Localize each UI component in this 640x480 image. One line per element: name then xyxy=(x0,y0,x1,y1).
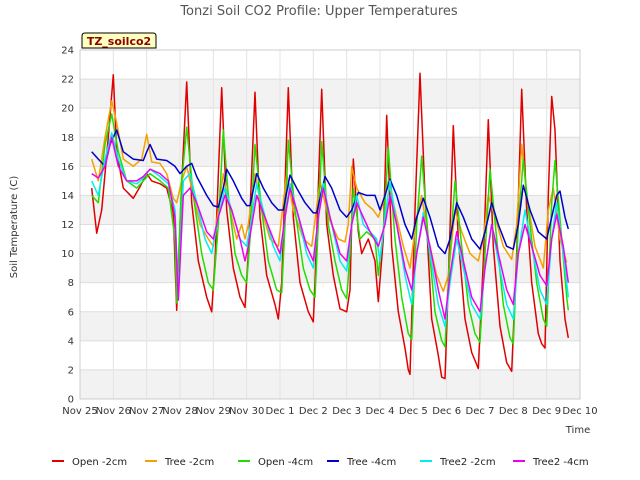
x-tick-label: Dec 2 xyxy=(299,406,328,417)
y-tick-label: 18 xyxy=(61,133,74,144)
y-tick-label: 20 xyxy=(61,104,74,115)
x-tick-label: Dec 10 xyxy=(562,406,597,417)
y-tick-label: 14 xyxy=(61,191,74,202)
x-tick-label: Dec 9 xyxy=(532,406,561,417)
legend-label: Open -2cm xyxy=(72,457,127,468)
plot-band xyxy=(80,311,580,341)
y-axis-label: Soil Temperature (C) xyxy=(9,176,20,279)
plot-frame xyxy=(79,49,581,400)
badge-box xyxy=(81,32,157,49)
legend-item: Tree2 -4cm xyxy=(513,457,589,468)
y-tick-label: 0 xyxy=(68,395,74,406)
site-badge: TZ_soilco2 xyxy=(81,32,157,49)
legend: Open -2cm Tree -2cm Open -4cm Tree -4cm Tree… xyxy=(52,457,589,468)
x-tick-label: Dec 5 xyxy=(399,406,428,417)
y-tick-label: 4 xyxy=(68,336,74,347)
x-axis-label: Time xyxy=(565,425,590,436)
plot-band xyxy=(80,369,580,399)
chart-title: Tonzi Soil CO2 Profile: Upper Temperatur… xyxy=(179,4,458,19)
x-tick-label: Dec 7 xyxy=(466,406,495,417)
legend-item: Open -2cm xyxy=(52,457,127,468)
legend-item: Tree -4cm xyxy=(327,457,396,468)
series-lines xyxy=(90,72,570,380)
legend-item: Tree -2cm xyxy=(145,457,214,468)
x-tick-label: Dec 6 xyxy=(432,406,461,417)
x-tick-label: Nov 30 xyxy=(229,406,264,417)
y-tick-label: 6 xyxy=(68,307,74,318)
legend-label: Tree -4cm xyxy=(346,457,396,468)
x-tick-label: Dec 3 xyxy=(332,406,361,417)
x-tick-label: Dec 8 xyxy=(499,406,528,417)
plot-band xyxy=(80,137,580,167)
plot-band xyxy=(80,79,580,109)
y-tick-label: 16 xyxy=(61,162,74,173)
series-line xyxy=(91,136,570,320)
y-tick-label: 8 xyxy=(68,278,74,289)
series-line xyxy=(91,129,570,255)
y-tick-label: 2 xyxy=(68,365,74,376)
y-tick-label: 24 xyxy=(61,46,74,57)
x-tick-label: Dec 1 xyxy=(266,406,295,417)
legend-item: Tree2 -2cm xyxy=(420,457,496,468)
legend-label: Tree2 -2cm xyxy=(439,457,496,468)
y-tick-label: 12 xyxy=(61,220,74,231)
x-tick-label: Nov 29 xyxy=(196,406,231,417)
x-tick-label: Nov 27 xyxy=(129,406,164,417)
badge-label: TZ_soilco2 xyxy=(87,35,151,48)
x-tick-label: Nov 26 xyxy=(96,406,131,417)
y-tick-label: 10 xyxy=(61,249,74,260)
x-tick-label: Nov 28 xyxy=(162,406,197,417)
y-tick-label: 22 xyxy=(61,75,74,86)
legend-label: Tree2 -4cm xyxy=(532,457,589,468)
x-tick-label: Nov 25 xyxy=(62,406,97,417)
plot-band xyxy=(80,253,580,283)
x-tick-label: Dec 4 xyxy=(366,406,395,417)
legend-label: Open -4cm xyxy=(258,457,313,468)
legend-label: Tree -2cm xyxy=(164,457,214,468)
legend-item: Open -4cm xyxy=(238,457,313,468)
